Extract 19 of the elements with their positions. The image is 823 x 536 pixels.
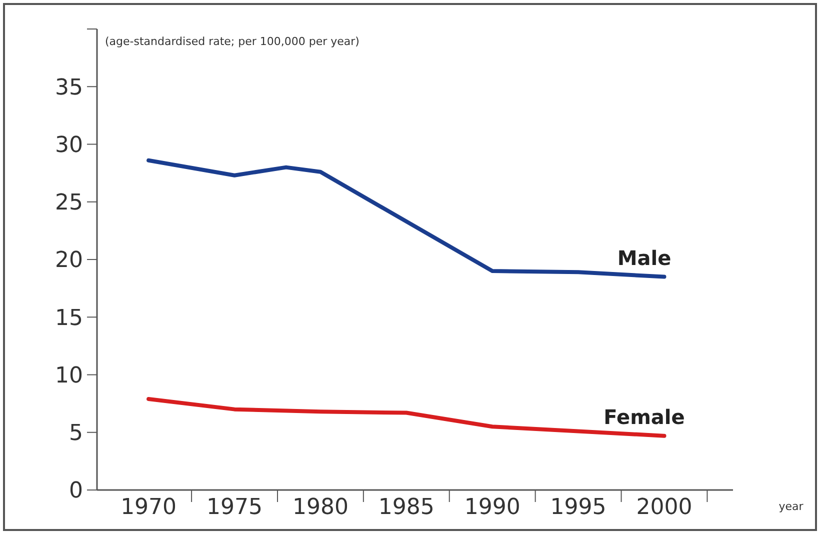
y-tick-label: 15 <box>55 306 83 331</box>
y-tick-label: 25 <box>55 190 83 216</box>
y-axis-title: (age-standardised rate; per 100,000 per year) <box>105 35 360 48</box>
x-tick-label: 1970 <box>120 495 177 520</box>
x-axis-title: year <box>778 500 804 513</box>
x-tick-label: 1990 <box>464 495 520 520</box>
x-tick-label: 2000 <box>636 495 692 520</box>
y-tick-label: 5 <box>69 421 83 446</box>
x-tick-label: 1985 <box>378 495 434 520</box>
y-tick-label: 20 <box>55 248 83 274</box>
y-tick-label: 30 <box>55 132 83 158</box>
series-label: Male <box>617 246 672 270</box>
x-tick-label: 1995 <box>550 495 606 520</box>
x-tick-label: 1980 <box>292 495 348 520</box>
y-tick-label: 0 <box>69 478 83 504</box>
y-tick-label: 35 <box>55 75 83 100</box>
y-tick-label: 10 <box>55 363 83 388</box>
series-label: Female <box>604 404 685 429</box>
x-tick-label: 1975 <box>206 495 263 520</box>
